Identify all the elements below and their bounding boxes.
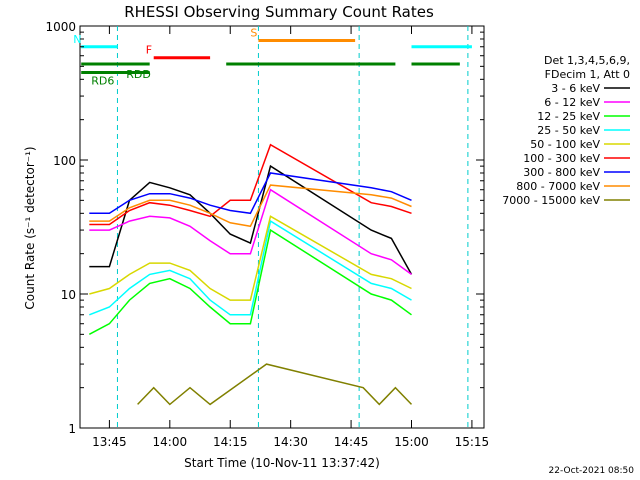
legend-label-3: 25 - 50 keV [537, 124, 600, 137]
legend-header-line-1: Det 1,3,4,5,6,9, [544, 54, 630, 67]
y-tick-label-0: 1 [68, 422, 76, 436]
x-axis-ticks: 13:45 14:00 14:15 14:30 14:45 15:00 15:15 [92, 26, 489, 449]
legend-label-6: 300 - 800 keV [523, 166, 600, 179]
y-tick-label-1: 10 [61, 288, 76, 302]
series-line-3 [89, 219, 412, 316]
footer-date: 22-Oct-2021 08:50 [549, 466, 635, 476]
legend-label-1: 6 - 12 keV [544, 96, 600, 109]
y-tick-label-2: 100 [53, 154, 76, 168]
y-axis-label: Count Rate (s⁻¹ detector⁻¹) [23, 146, 37, 309]
series-lines [88, 143, 413, 406]
state-bar-label-2: S [250, 26, 257, 39]
series-line-2 [88, 228, 412, 335]
x-tick-label-2: 14:15 [213, 435, 248, 449]
state-bar-label-4: RD6 [91, 74, 114, 87]
series-line-6 [89, 172, 412, 215]
legend-label-4: 50 - 100 keV [530, 138, 600, 151]
chart-title: RHESSI Observing Summary Count Rates [124, 3, 434, 21]
legend-label-8: 7000 - 15000 keV [502, 194, 600, 207]
series-line-5 [89, 143, 412, 226]
y-tick-label-3: 1000 [45, 20, 76, 34]
series-line-1 [89, 188, 412, 276]
legend-label-7: 800 - 7000 keV [516, 180, 600, 193]
legend-label-2: 12 - 25 keV [537, 110, 600, 123]
state-bars: N F S RDD RD6 [73, 26, 472, 87]
y-axis-ticks: 1 10 100 1000 [45, 20, 484, 436]
legend: Det 1,3,4,5,6,9, FDecim 1, Att 0 3 - 6 k… [502, 54, 630, 207]
x-tick-label-3: 14:30 [273, 435, 308, 449]
plot-frame [79, 25, 485, 429]
x-tick-label-0: 13:45 [92, 435, 127, 449]
x-tick-label-4: 14:45 [334, 435, 369, 449]
legend-label-0: 3 - 6 keV [551, 82, 600, 95]
state-bar-label-1: F [146, 44, 152, 57]
state-bar-label-0: N [73, 33, 81, 46]
x-tick-label-1: 14:00 [153, 435, 188, 449]
series-line-8 [137, 363, 413, 406]
x-tick-label-6: 15:15 [455, 435, 490, 449]
state-bar-label-3: RDD [126, 68, 151, 81]
gap-lines [116, 26, 469, 428]
series-line-0 [89, 164, 413, 275]
legend-header-line-2: FDecim 1, Att 0 [545, 68, 630, 81]
legend-label-5: 100 - 300 keV [523, 152, 600, 165]
x-axis-label: Start Time (10-Nov-11 13:37:42) [184, 456, 380, 470]
series-line-7 [89, 184, 412, 228]
x-tick-label-5: 15:00 [394, 435, 429, 449]
series-line-4 [89, 215, 412, 301]
